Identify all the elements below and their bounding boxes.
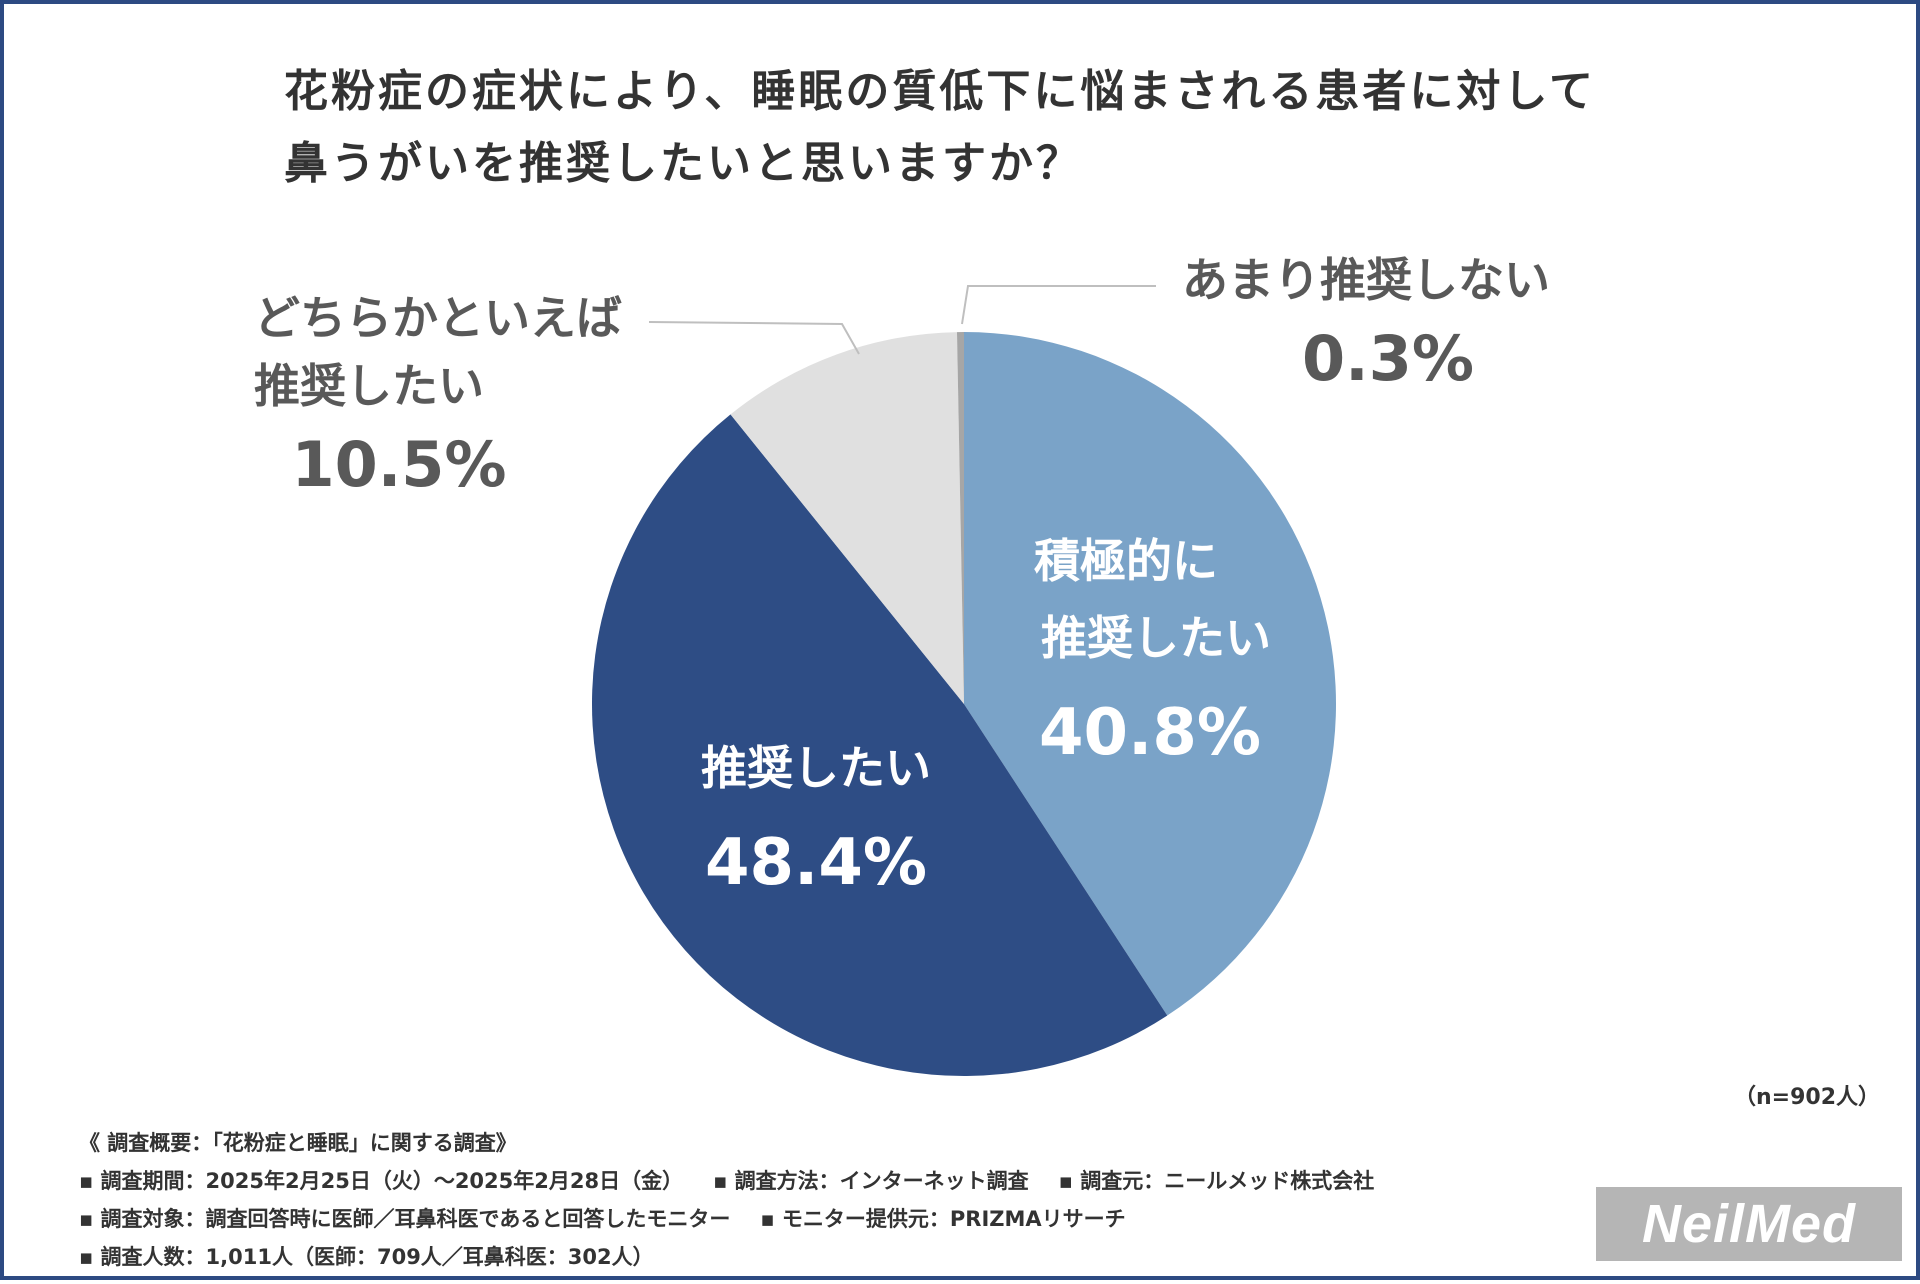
- footer-source: ▪ 調査元：ニールメッド株式会社: [1058, 1169, 1375, 1193]
- slice-somewhat-recommend: [730, 332, 964, 704]
- survey-footer: 《 調査概要：「花粉症と睡眠」に関する調査》 ▪ 調査期間：2025年2月25日…: [79, 1124, 1374, 1276]
- label-recommend-percent: 48.4%: [705, 826, 927, 900]
- neilmed-logo: NeilMed: [1596, 1187, 1902, 1261]
- footer-count: ▪ 調査人数：1,011人（医師：709人／耳鼻科医：302人）: [79, 1245, 654, 1269]
- slice-strongly-recommend: [964, 332, 1337, 1016]
- leader-line-not-much: [961, 285, 1156, 325]
- label-not-much-percent: 0.3%: [1302, 322, 1474, 395]
- label-strongly-percent: 40.8%: [1039, 696, 1261, 770]
- label-somewhat-line1: どちらかといえば: [254, 291, 622, 345]
- slice-recommend: [591, 414, 1168, 1077]
- footer-method: ▪ 調査方法：インターネット調査: [713, 1169, 1029, 1193]
- title-line-1: 花粉症の症状により、睡眠の質低下に悩まされる患者に対して: [284, 66, 1597, 117]
- footer-row-2: ▪ 調査対象：調査回答時に医師／耳鼻科医であると回答したモニター ▪ モニター提供…: [79, 1200, 1374, 1238]
- footer-target: ▪ 調査対象：調査回答時に医師／耳鼻科医であると回答したモニター: [79, 1207, 731, 1231]
- label-recommend-line1: 推奨したい: [701, 741, 931, 795]
- leader-line-somewhat: [648, 321, 860, 355]
- label-not-much-line1: あまり推奨しない: [1182, 253, 1550, 307]
- title-line-2: 鼻うがいを推奨したいと思いますか？: [284, 138, 1083, 189]
- footer-heading: 《 調査概要：「花粉症と睡眠」に関する調査》: [79, 1131, 517, 1155]
- footer-period: ▪ 調査期間：2025年2月25日（火）～2025年2月28日（金）: [79, 1169, 684, 1193]
- footer-row-1: ▪ 調査期間：2025年2月25日（火）～2025年2月28日（金） ▪ 調査方法…: [79, 1162, 1374, 1200]
- label-somewhat-line2: 推奨したい: [254, 359, 484, 413]
- chart-title: 花粉症の症状により、睡眠の質低下に悩まされる患者に対して 鼻うがいを推奨したいと…: [284, 56, 1784, 200]
- footer-provider: ▪ モニター提供元：PRIZMAリサーチ: [760, 1207, 1126, 1231]
- label-strongly-line2: 推奨したい: [1041, 611, 1271, 665]
- label-somewhat-percent: 10.5%: [291, 428, 506, 501]
- label-strongly-line1: 積極的に: [1034, 534, 1218, 588]
- sample-size-note: （n=902人）: [1734, 1085, 1881, 1110]
- slice-not-much: [956, 332, 964, 704]
- pie-chart: 積極的に 推奨したい 40.8% 推奨したい 48.4% どちらかといえば 推奨…: [254, 253, 1550, 1077]
